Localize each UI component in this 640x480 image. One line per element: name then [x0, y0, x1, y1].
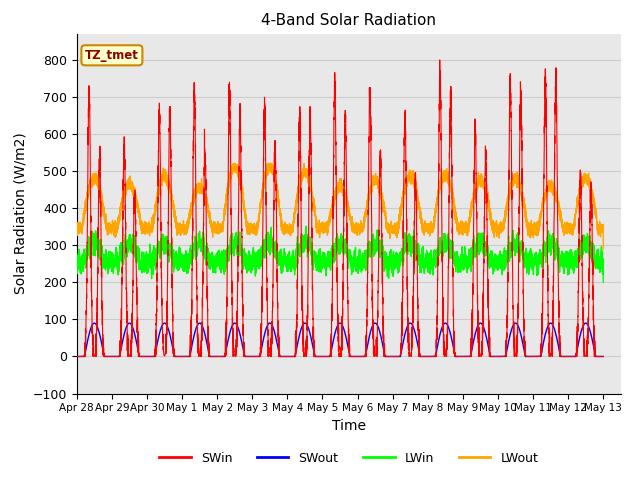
- Title: 4-Band Solar Radiation: 4-Band Solar Radiation: [261, 13, 436, 28]
- Y-axis label: Solar Radiation (W/m2): Solar Radiation (W/m2): [13, 133, 27, 294]
- Text: TZ_tmet: TZ_tmet: [85, 49, 139, 62]
- Legend: SWin, SWout, LWin, LWout: SWin, SWout, LWin, LWout: [154, 447, 543, 469]
- X-axis label: Time: Time: [332, 419, 366, 433]
